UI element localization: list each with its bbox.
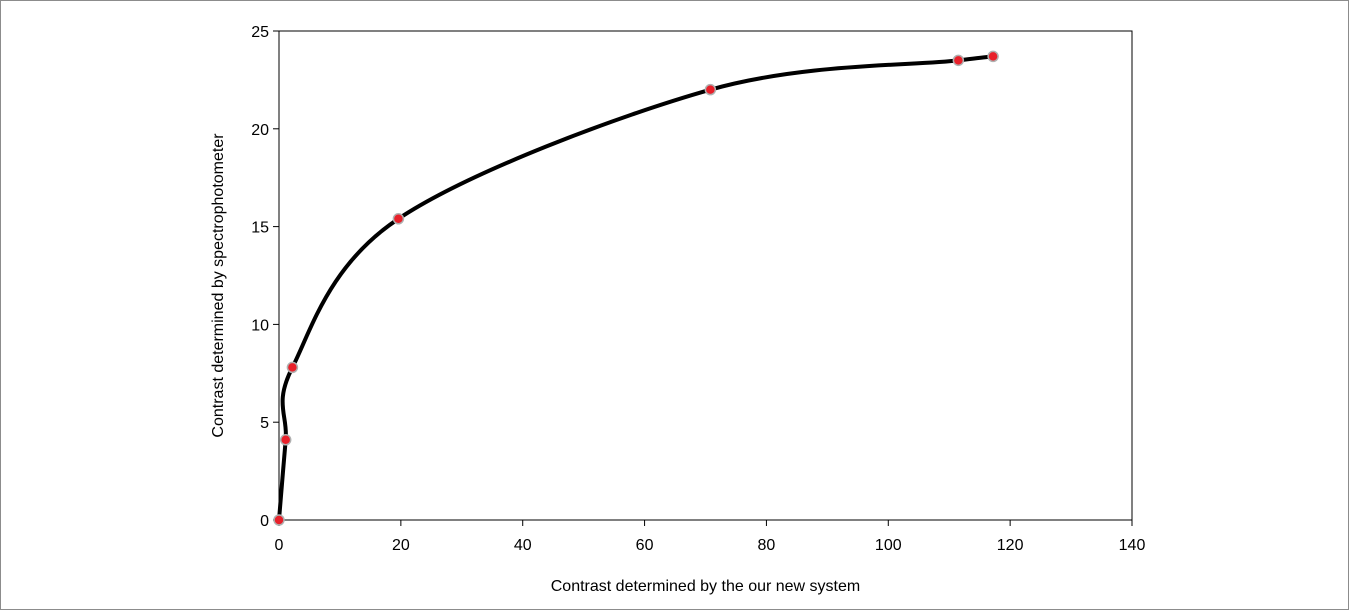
y-tick-label: 0 — [260, 513, 269, 530]
data-point — [704, 83, 717, 96]
y-tick-label: 25 — [251, 24, 269, 41]
x-tick-label: 120 — [997, 537, 1024, 554]
x-tick-label: 60 — [636, 537, 654, 554]
data-point — [279, 434, 292, 446]
x-tick-label: 20 — [392, 537, 410, 554]
data-point — [952, 54, 965, 67]
x-tick-label: 100 — [875, 537, 902, 554]
series-line — [277, 54, 996, 522]
y-tick-label: 5 — [260, 415, 269, 432]
y-axis-title: Contrast determined by spectrophotometer — [210, 133, 227, 438]
y-tick-label: 20 — [251, 122, 269, 139]
y-tick-label: 10 — [251, 317, 269, 334]
x-axis-title: Contrast determined by the our new syste… — [551, 578, 860, 595]
x-tick-label: 40 — [514, 537, 532, 554]
x-tick-label: 80 — [758, 537, 776, 554]
data-point — [273, 514, 285, 526]
data-point — [286, 361, 299, 374]
y-tick-label: 15 — [251, 220, 269, 237]
x-tick-label: 0 — [275, 537, 284, 554]
x-tick-label: 140 — [1119, 537, 1146, 554]
data-point — [987, 50, 999, 63]
plot-area-border — [278, 30, 1133, 521]
data-point — [392, 213, 405, 225]
